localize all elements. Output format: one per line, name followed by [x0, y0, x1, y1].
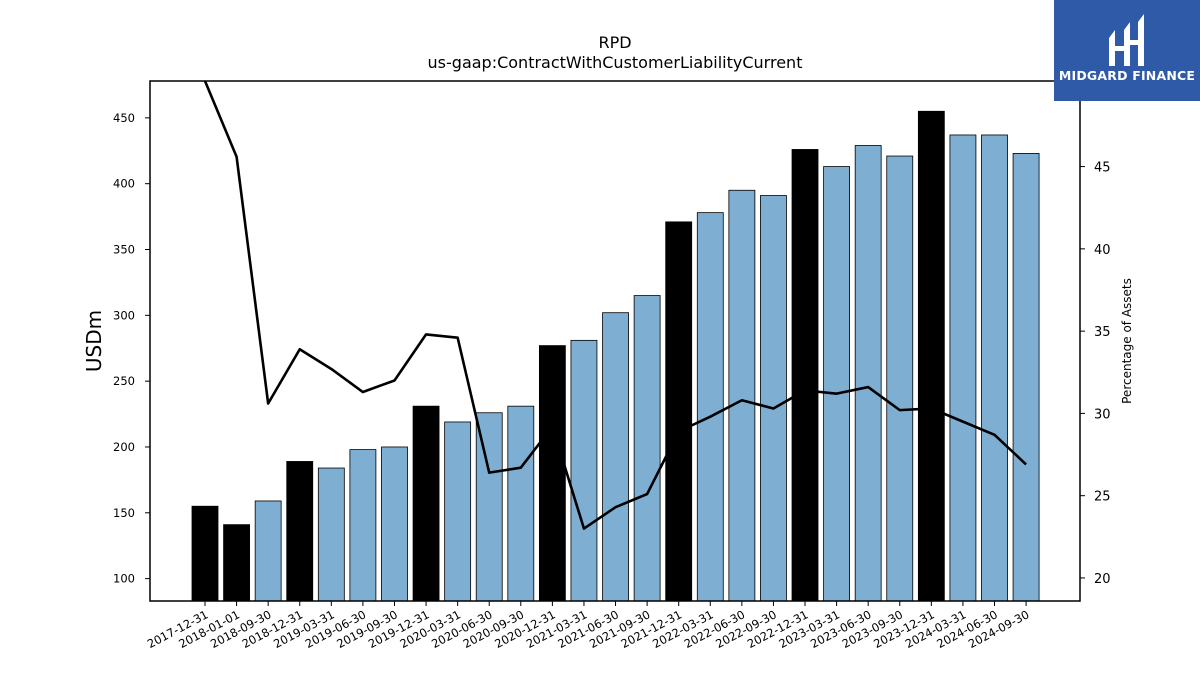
bar-2023-06-30 — [854, 145, 882, 602]
plot-frame — [149, 80, 1081, 602]
bar-2023-09-30 — [886, 155, 914, 602]
y-right-tick-label-25: 25 — [1094, 490, 1111, 505]
line-group — [203, 81, 1027, 530]
bar-2021-06-30 — [602, 312, 629, 602]
bar-2019-09-30 — [381, 446, 408, 602]
y-tick-label-450: 450 — [113, 111, 135, 125]
bar-2020-06-30 — [475, 412, 503, 602]
bar-2022-09-30 — [760, 195, 787, 602]
chart-subtitle: us-gaap:ContractWithCustomerLiabilityCur… — [428, 53, 803, 72]
bar-2018-01-01 — [223, 524, 250, 602]
x-ticks: 2017-12-312018-01-012018-09-302018-12-31… — [145, 601, 1031, 651]
brand-logo-text: MIDGARD FINANCE — [1058, 68, 1196, 83]
percentage-of-assets-line — [203, 81, 1027, 530]
bar-2019-06-30 — [349, 449, 377, 602]
bar-2024-06-30 — [981, 134, 1008, 602]
y-right-tick-label-45: 45 — [1094, 161, 1111, 176]
y-tick-label-400: 400 — [113, 177, 135, 191]
right-y-ticks: 20 25 30 35 40 45 — [1080, 161, 1111, 587]
bar-2021-03-31 — [570, 339, 598, 602]
bar-2017-12-31 — [191, 505, 219, 602]
y-tick-label-250: 250 — [113, 374, 135, 388]
bar-2024-03-31 — [949, 134, 977, 602]
y-axis-label-right: Percentage of Assets — [1120, 278, 1134, 404]
bar-2019-12-31 — [412, 405, 440, 602]
bar-2023-03-31 — [823, 166, 850, 602]
y-tick-label-300: 300 — [113, 308, 135, 322]
y-right-tick-label-40: 40 — [1094, 243, 1111, 258]
y-tick-label-150: 150 — [113, 506, 135, 520]
y-tick-label-100: 100 — [113, 572, 135, 586]
bar-2019-03-31 — [317, 467, 345, 602]
bars-group — [191, 110, 1040, 602]
left-y-ticks: 100 150 200 250 300 350 400 450 — [113, 111, 150, 586]
bar-2022-03-31 — [696, 212, 724, 602]
bar-2018-12-31 — [286, 461, 314, 602]
y-tick-label-350: 350 — [113, 243, 135, 257]
y-axis-label-left: USDm — [82, 310, 106, 372]
y-right-tick-label-20: 20 — [1094, 572, 1111, 587]
bar-2021-09-30 — [633, 295, 661, 602]
bar-2020-03-31 — [444, 421, 472, 602]
chart-title: RPD — [598, 33, 631, 52]
brand-logo: MIDGARD FINANCE — [1054, 0, 1200, 101]
bar-2022-06-30 — [728, 189, 756, 602]
bar-2023-12-31 — [917, 110, 945, 602]
bar-2020-09-30 — [507, 405, 535, 602]
bar-2020-12-31 — [538, 345, 566, 602]
y-right-tick-label-35: 35 — [1094, 325, 1111, 340]
bar-2021-12-31 — [665, 221, 693, 602]
y-right-tick-label-30: 30 — [1094, 407, 1111, 422]
bar-2022-12-31 — [791, 149, 819, 602]
bar-2024-09-30 — [1012, 153, 1040, 602]
logo-mark-icon — [1109, 14, 1144, 66]
y-tick-label-200: 200 — [113, 440, 135, 454]
bar-2018-09-30 — [254, 500, 282, 602]
